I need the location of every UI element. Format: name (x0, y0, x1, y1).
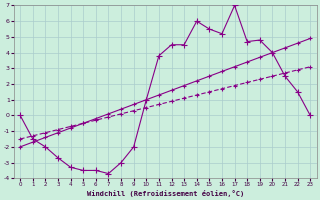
X-axis label: Windchill (Refroidissement éolien,°C): Windchill (Refroidissement éolien,°C) (87, 190, 244, 197)
